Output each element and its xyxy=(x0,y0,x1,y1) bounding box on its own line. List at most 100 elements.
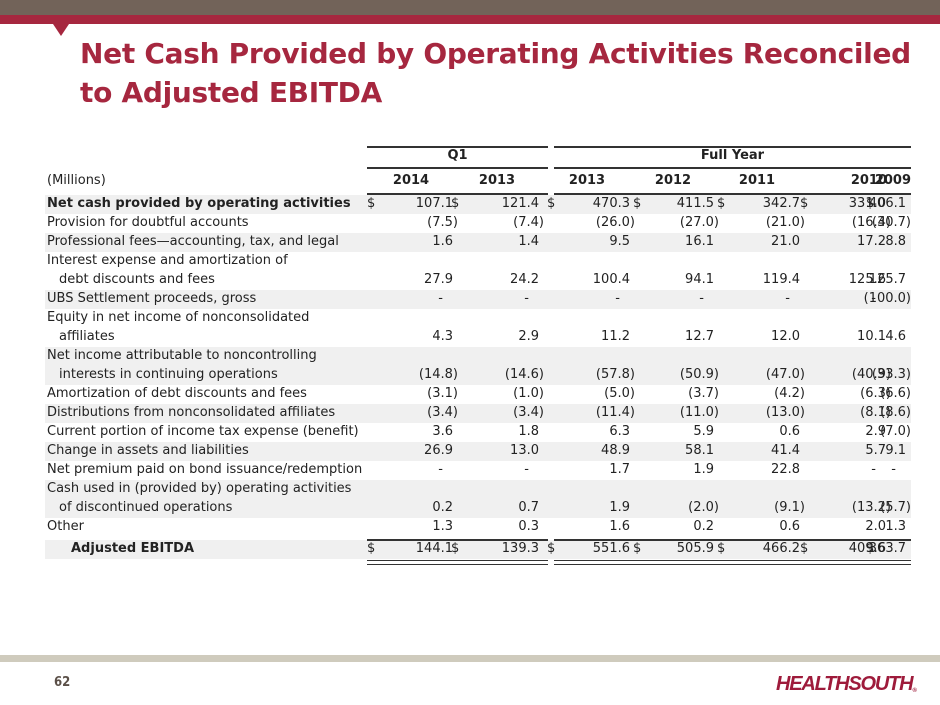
cell-value: - xyxy=(785,291,790,306)
cell-value: 1.6 xyxy=(432,234,453,249)
cell-value: 551.6 xyxy=(592,541,630,556)
fy-total-double-rule xyxy=(554,560,911,565)
currency-symbol: $ xyxy=(717,196,726,211)
currency-symbol: $ xyxy=(367,196,376,211)
cell-value: 8.8 xyxy=(885,234,906,249)
cell-value: 1.7 xyxy=(609,462,630,477)
cell-value: 12.7 xyxy=(685,329,714,344)
cell-value: 4.3 xyxy=(432,329,453,344)
row-label: affiliates xyxy=(59,329,115,344)
cell-value: 41.4 xyxy=(771,443,800,458)
footer-band xyxy=(0,655,940,662)
cell-value: 1.6 xyxy=(609,519,630,534)
cell-value: 6.3 xyxy=(609,424,630,439)
slide-title: Net Cash Provided by Operating Activitie… xyxy=(80,34,920,112)
cell-value: 2.0 xyxy=(865,519,886,534)
cell-value: - xyxy=(699,291,704,306)
cell-value: 16.1 xyxy=(685,234,714,249)
cell-value: (6.6) xyxy=(880,386,911,401)
row-label: Other xyxy=(47,519,84,534)
row-label: Adjusted EBITDA xyxy=(71,541,195,556)
cell-value: - xyxy=(615,291,620,306)
column-header-2013: 2013 xyxy=(568,173,606,188)
row-label: UBS Settlement proceeds, gross xyxy=(47,291,257,306)
cell-value: (57.8) xyxy=(595,367,635,382)
fy-group-top-rule xyxy=(554,146,911,148)
cell-value: 9.1 xyxy=(885,443,906,458)
cell-value: (40.9) xyxy=(851,367,891,382)
row-label: Professional fees—accounting, tax, and l… xyxy=(47,234,339,249)
fy-group-bottom-rule xyxy=(554,167,911,169)
header-band xyxy=(0,0,940,15)
table-row: Net cash provided by operating activitie… xyxy=(45,195,911,214)
cell-value: (5.7) xyxy=(880,500,911,515)
cell-value: (47.0) xyxy=(765,367,805,382)
cell-value: - xyxy=(438,462,443,477)
cell-value: (1.0) xyxy=(513,386,544,401)
cell-value: (4.2) xyxy=(774,386,805,401)
cell-value: (33.3) xyxy=(871,367,911,382)
q1-header-rule xyxy=(367,193,548,195)
fy-header-rule xyxy=(554,193,911,195)
cell-value: (21.0) xyxy=(765,215,805,230)
q1-total-top-rule xyxy=(367,539,548,541)
table-row: Net income attributable to noncontrollin… xyxy=(45,347,911,385)
cell-value: 24.2 xyxy=(510,272,539,287)
cell-value: 1.4 xyxy=(518,234,539,249)
row-label: Distributions from nonconsolidated affil… xyxy=(47,405,336,420)
currency-symbol: $ xyxy=(547,196,556,211)
cell-value: 1.9 xyxy=(609,500,630,515)
cell-value: (3.7) xyxy=(688,386,719,401)
row-label: Net income attributable to noncontrollin… xyxy=(47,348,317,363)
cell-value: (26.0) xyxy=(595,215,635,230)
cell-value: 505.9 xyxy=(676,541,714,556)
cell-value: 121.4 xyxy=(501,196,539,211)
page-number: 62 xyxy=(54,675,71,690)
cell-value: (3.4) xyxy=(427,405,458,420)
currency-symbol: $ xyxy=(367,541,376,556)
currency-symbol: $ xyxy=(451,196,460,211)
cell-value: (50.9) xyxy=(679,367,719,382)
slide-title-line-1: Net Cash Provided by Operating Activitie… xyxy=(80,37,911,70)
column-header-2013: 2013 xyxy=(478,173,516,188)
cell-value: 139.3 xyxy=(501,541,539,556)
cell-value: (30.7) xyxy=(871,215,911,230)
cell-value: 470.3 xyxy=(592,196,630,211)
row-label: Net cash provided by operating activitie… xyxy=(47,196,351,211)
row-label: Interest expense and amortization of xyxy=(47,253,288,268)
cell-value: (11.0) xyxy=(679,405,719,420)
cell-value: 125.7 xyxy=(868,272,906,287)
cell-value: 5.9 xyxy=(693,424,714,439)
table-row: Interest expense and amortization of debt… xyxy=(45,252,911,290)
currency-symbol: $ xyxy=(633,541,642,556)
cell-value: (11.4) xyxy=(595,405,635,420)
cell-value: (14.8) xyxy=(418,367,458,382)
cell-value: 1.3 xyxy=(885,519,906,534)
currency-symbol: $ xyxy=(800,196,809,211)
cell-value: (7.4) xyxy=(513,215,544,230)
cell-value: 125.6 xyxy=(848,272,886,287)
cell-value: 12.0 xyxy=(771,329,800,344)
cell-value: (7.5) xyxy=(427,215,458,230)
table-row: Provision for doubtful accounts (7.5) (7.4… xyxy=(45,214,911,233)
registered-mark: ® xyxy=(912,688,917,694)
table-row: Net premium paid on bond issuance/redemp… xyxy=(45,461,911,480)
column-header-2012: 2012 xyxy=(654,173,692,188)
cell-value: 27.9 xyxy=(424,272,453,287)
currency-symbol: $ xyxy=(800,541,809,556)
currency-symbol: $ xyxy=(633,196,642,211)
currency-symbol: $ xyxy=(866,196,875,211)
cell-value: 5.7 xyxy=(865,443,886,458)
cell-value: (2.0) xyxy=(688,500,719,515)
cell-value: 0.2 xyxy=(432,500,453,515)
cell-value: (13.2) xyxy=(851,500,891,515)
group-header-full-year: Full Year xyxy=(700,148,765,163)
row-label: debt discounts and fees xyxy=(59,272,215,287)
cell-value: (5.0) xyxy=(604,386,635,401)
q1-group-top-rule xyxy=(367,146,548,148)
cell-value: 58.1 xyxy=(685,443,714,458)
cell-value: 4.6 xyxy=(885,329,906,344)
cell-value: (9.1) xyxy=(774,500,805,515)
cell-value: 0.2 xyxy=(693,519,714,534)
table-row: Change in assets and liabilities 26.9 13.0… xyxy=(45,442,911,461)
